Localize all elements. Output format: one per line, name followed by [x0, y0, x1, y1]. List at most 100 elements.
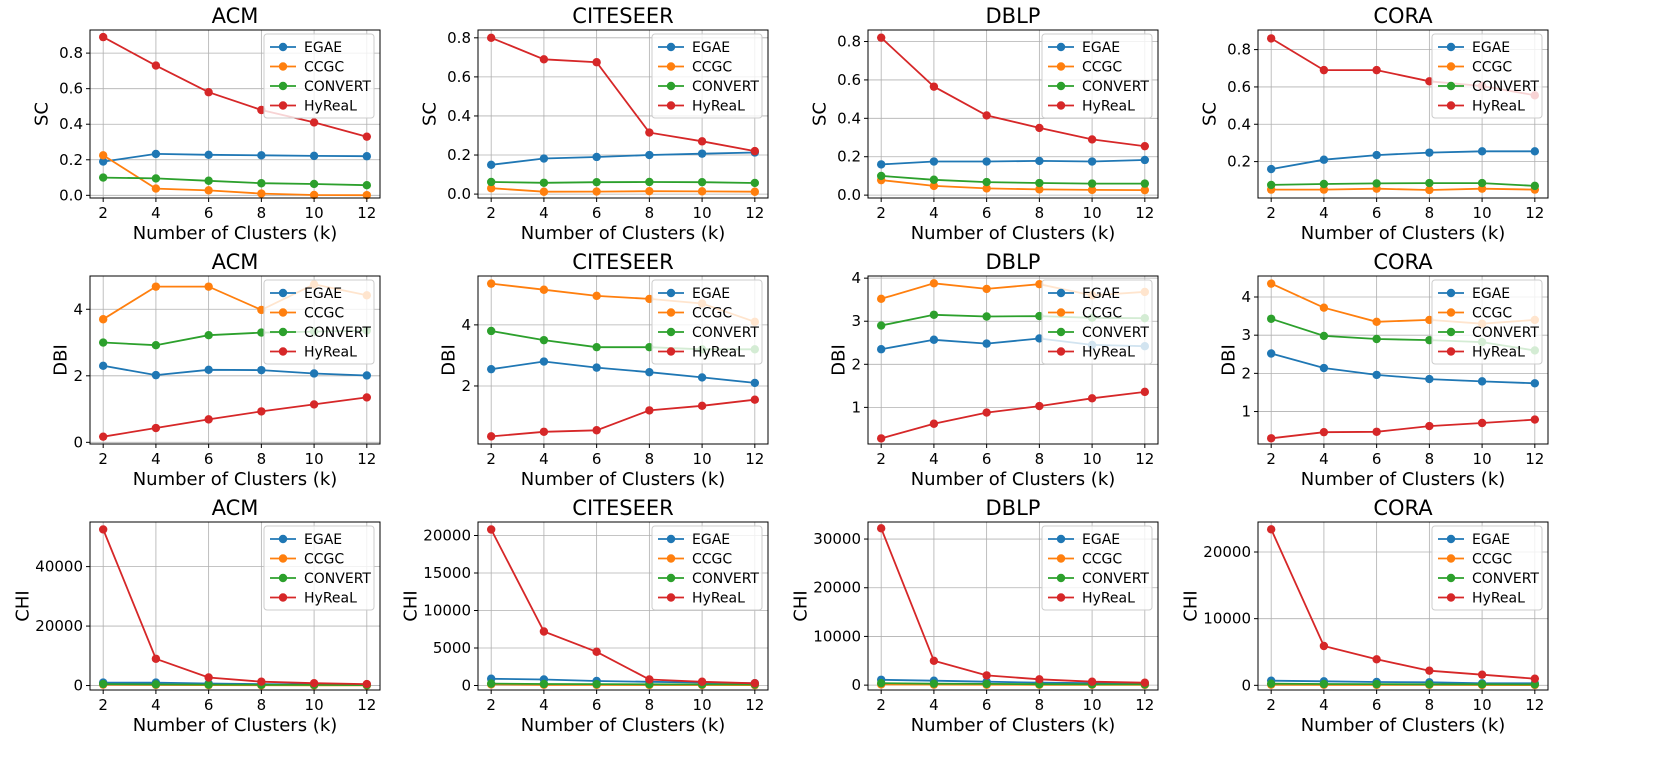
legend-label-convert: CONVERT [1082, 325, 1149, 341]
y-tick-label: 0.2 [837, 148, 861, 166]
legend-marker-convert [278, 573, 288, 583]
data-point-egae [1319, 155, 1329, 164]
legend-marker-egae [278, 42, 288, 52]
data-point-hyreal [1319, 641, 1329, 651]
data-point-hyreal [151, 423, 161, 433]
axes-frame [89, 521, 381, 691]
legend-box [1041, 33, 1153, 119]
y-axis-label: SC [32, 102, 53, 126]
legend-marker-convert [278, 81, 288, 91]
y-axis-label: CHI [13, 590, 34, 621]
data-point-egae [750, 378, 760, 388]
data-point-hyreal [1035, 675, 1044, 684]
series-line-ccgc [102, 154, 367, 197]
x-tick-label: 12 [1525, 450, 1544, 468]
legend-label-egae: EGAE [304, 40, 342, 56]
data-point-hyreal [1372, 655, 1381, 664]
legend-label-ccgc: CCGC [1472, 552, 1512, 568]
data-point-hyreal [151, 61, 161, 70]
subplot-title: ACM [212, 4, 259, 28]
x-tick-label: 10 [305, 696, 324, 714]
subplot-title: DBLP [986, 496, 1041, 520]
y-tick-label: 0 [73, 677, 83, 695]
series-line-hyreal [491, 398, 755, 438]
subplot-citeseer-dbi: 2 4 6 8 10 12 2 4 CITESEER Number of Clusters (k)… [439, 250, 769, 490]
data-point-convert [151, 174, 161, 183]
data-point-convert [592, 342, 601, 352]
y-tick-label: 0.8 [447, 29, 471, 47]
data-point-hyreal [362, 393, 372, 402]
legend: EGAE CCGC CONVERT HyReaL [1431, 33, 1543, 119]
legend-marker-ccgc [1056, 308, 1066, 317]
x-tick-label: 4 [1319, 204, 1329, 222]
legend-label-convert: CONVERT [304, 79, 371, 95]
data-point-hyreal [697, 137, 707, 146]
legend-marker-ccgc [666, 308, 676, 317]
series-line-hyreal [102, 529, 367, 685]
data-point-ccgc [1319, 303, 1329, 312]
data-point-convert [257, 328, 266, 337]
x-tick-label: 2 [486, 696, 496, 714]
legend-label-hyreal: HyReaL [1082, 99, 1135, 115]
legend-marker-hyreal [278, 347, 288, 356]
legend-marker-ccgc [278, 62, 288, 71]
x-axis-label: Number of Clusters (k) [133, 469, 338, 490]
y-axis-label: DBI [1219, 344, 1240, 376]
data-point-hyreal [929, 82, 939, 91]
data-point-egae [257, 365, 266, 375]
y-tick-label: 20000 [1203, 543, 1251, 561]
x-tick-label: 4 [539, 204, 549, 222]
data-point-hyreal [204, 673, 213, 682]
data-point-hyreal [1087, 394, 1097, 403]
legend-label-convert: CONVERT [1082, 79, 1149, 95]
data-point-egae [362, 371, 372, 380]
legend-label-convert: CONVERT [1472, 79, 1539, 95]
legend-marker-convert [1056, 81, 1066, 91]
subplot-title: CORA [1373, 4, 1433, 28]
series-line-ccgc [491, 187, 755, 193]
legend-marker-egae [278, 534, 288, 544]
legend: EGAE CCGC CONVERT HyReaL [263, 279, 375, 365]
y-tick-label: 2 [1241, 364, 1251, 382]
data-point-ccgc [486, 279, 496, 288]
series-line-egae [1271, 150, 1535, 170]
legend-marker-convert [1446, 573, 1456, 583]
legend-marker-ccgc [278, 554, 288, 563]
subplot-acm-chi: 2 4 6 8 10 12 0 20000 40000 ACM Number of Clusters… [13, 496, 381, 736]
series-line-ccgc [881, 179, 1145, 191]
legend-marker-hyreal [1446, 101, 1456, 110]
y-tick-label: 0.8 [59, 44, 83, 62]
data-point-ccgc [1140, 185, 1150, 195]
legend-label-hyreal: HyReaL [1472, 591, 1525, 607]
legend-marker-ccgc [278, 308, 288, 317]
data-point-egae [929, 335, 939, 344]
subplot-title: ACM [212, 496, 259, 520]
legend-marker-hyreal [278, 101, 288, 110]
data-point-convert [486, 679, 496, 688]
data-point-hyreal [257, 407, 266, 416]
x-tick-label: 4 [1319, 450, 1329, 468]
axes-frame [867, 521, 1159, 691]
data-point-hyreal [539, 55, 549, 64]
legend-label-convert: CONVERT [692, 79, 759, 95]
x-axis-label: Number of Clusters (k) [521, 715, 726, 736]
data-point-ccgc [1425, 185, 1434, 195]
series-line-ccgc [1271, 187, 1535, 191]
data-point-ccgc [1425, 315, 1434, 325]
data-point-hyreal [929, 419, 939, 428]
axes-frame [867, 29, 1159, 199]
legend-label-convert: CONVERT [692, 325, 759, 341]
x-tick-label: 2 [876, 450, 886, 468]
legend-box [1041, 279, 1153, 365]
legend-marker-convert [666, 573, 676, 583]
legend-label-convert: CONVERT [1082, 571, 1149, 587]
legend-box [263, 525, 375, 611]
x-tick-label: 8 [1425, 204, 1435, 222]
x-tick-label: 10 [693, 204, 712, 222]
data-point-hyreal [1530, 415, 1540, 424]
x-tick-label: 10 [305, 204, 324, 222]
legend-marker-convert [278, 327, 288, 337]
series-line-egae [881, 678, 1145, 685]
data-point-hyreal [98, 525, 108, 534]
